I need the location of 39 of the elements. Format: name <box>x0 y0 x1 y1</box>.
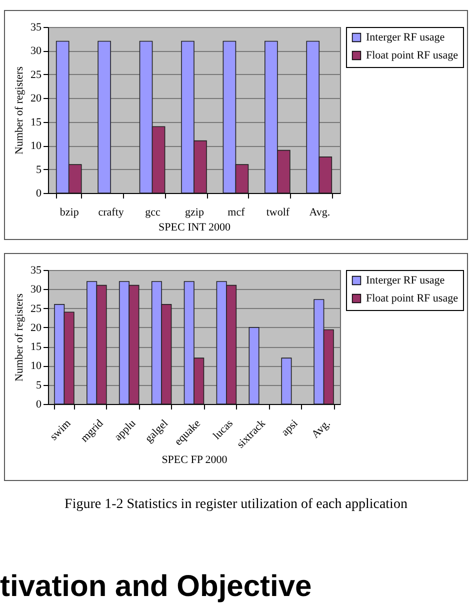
y-tick-label: 35 <box>30 264 42 276</box>
y-tick-label: 25 <box>30 68 42 81</box>
y-tick-label: 10 <box>30 140 42 152</box>
y-tick-label: 30 <box>30 284 42 296</box>
x-tick-label: Avg. <box>309 206 330 218</box>
bar <box>248 327 260 404</box>
y-tick-label: 15 <box>30 116 42 128</box>
y-tick-label: 20 <box>30 322 42 334</box>
legend-label: Interger RF usage <box>366 32 445 44</box>
bar <box>281 358 292 404</box>
y-tick-label: 15 <box>30 341 42 354</box>
text: tivation and Objective <box>0 570 312 604</box>
x-tick-label: crafty <box>98 206 124 218</box>
y-tick-label: 0 <box>36 398 42 410</box>
legend-label: Float point RF usage <box>366 50 458 62</box>
y-tick-label: 30 <box>30 45 42 58</box>
y-tick-label: 5 <box>36 164 42 176</box>
x-tick-label: twolf <box>266 206 290 218</box>
bar <box>98 40 111 194</box>
x-tick-label: gcc <box>145 206 161 218</box>
y-tick-label: 25 <box>30 302 42 315</box>
x-tick-label: bzip <box>60 206 80 218</box>
x-axis-title: SPEC INT 2000 <box>158 222 231 234</box>
x-tick-label: apsi <box>279 418 300 439</box>
legend-label: Float point RF usage <box>366 292 458 304</box>
y-tick-label: 35 <box>30 22 42 34</box>
x-tick-label: mcf <box>228 206 246 218</box>
y-axis-title: Number of registers <box>14 66 26 154</box>
x-axis-title: SPEC FP 2000 <box>162 454 228 466</box>
y-tick-label: 20 <box>30 92 42 105</box>
legend-label: Interger RF usage <box>366 274 445 286</box>
x-tick-label: lucas <box>210 418 236 442</box>
caption: Figure 1-2 Statistics in register utilization of each application <box>64 497 408 513</box>
y-tick-label: 10 <box>30 360 42 372</box>
y-axis-title: Number of registers <box>14 294 26 382</box>
x-tick-label: Avg. <box>310 417 333 441</box>
y-tick-label: 0 <box>36 188 42 200</box>
y-tick-label: 5 <box>36 379 42 392</box>
x-tick-label: gzip <box>185 206 204 218</box>
